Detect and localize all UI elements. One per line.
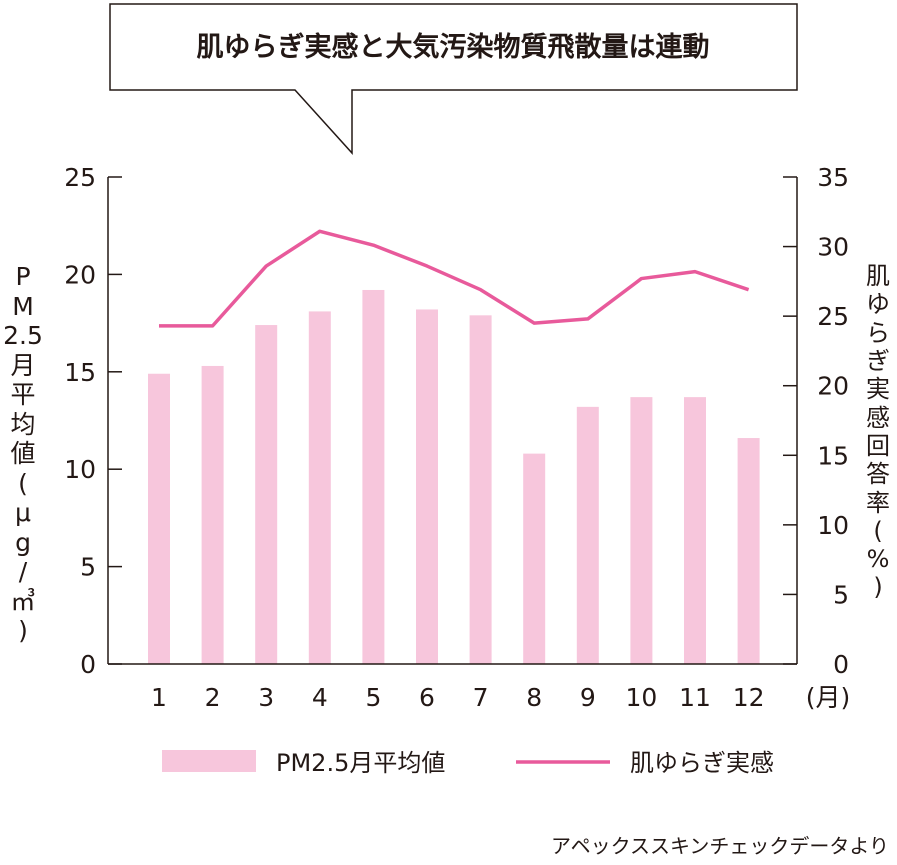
- bar-3: [255, 325, 278, 664]
- axis-label-char: ㎥: [10, 586, 36, 616]
- x-tick-label: 3: [258, 683, 274, 712]
- x-tick-label: 4: [312, 683, 328, 712]
- line-path: [159, 229, 750, 328]
- axis-label-char: M: [12, 291, 34, 321]
- axis-label-char: %: [866, 545, 890, 574]
- left-tick-label: 5: [80, 553, 96, 582]
- axis-label-char: 率: [866, 488, 890, 517]
- axis-label-char: 平: [10, 380, 36, 409]
- axis-label-char: 2.5: [3, 321, 43, 350]
- x-tick-label: 11: [679, 683, 711, 712]
- legend-bar-swatch: [162, 750, 256, 772]
- axis-label-char: 肌: [866, 262, 890, 290]
- bar-series: [148, 289, 760, 664]
- x-tick-label: 5: [365, 683, 381, 712]
- x-tick-label: 12: [733, 683, 765, 712]
- right-tick-label: 10: [817, 511, 849, 540]
- bar-12: [737, 438, 760, 664]
- axis-label-char: ): [873, 573, 883, 602]
- source-note: アペックススキンチェックデータより: [551, 834, 889, 858]
- right-tick-label: 15: [817, 441, 849, 470]
- axis-label-char: 月: [10, 350, 36, 380]
- x-tick-label: 2: [205, 683, 221, 712]
- x-tick-label: 9: [580, 683, 596, 712]
- legend-line-label: 肌ゆらぎ実感: [630, 749, 774, 777]
- right-tick-label: 35: [817, 163, 849, 192]
- line-series: [158, 229, 750, 328]
- x-tick-label: 1: [151, 683, 167, 712]
- axis-label-char: (: [18, 468, 28, 498]
- right-axis-label: 肌ゆらぎ実感回答率(%): [858, 262, 897, 602]
- bar-9: [576, 406, 599, 664]
- bar-5: [362, 289, 385, 664]
- axis-label-char: (: [873, 516, 883, 545]
- right-tick-label: 5: [833, 580, 849, 609]
- axis-label-char: 値: [10, 439, 36, 468]
- axis-label-char: 均: [10, 409, 36, 439]
- x-ticks: 1 2 3 4 5 6 7 8 9 10 11 12: [151, 683, 764, 712]
- axis-label-char: 答: [866, 460, 890, 489]
- x-unit-label: (月): [806, 683, 851, 712]
- x-tick-label: 7: [473, 683, 489, 712]
- bar-11: [684, 397, 706, 664]
- title-bubble: [109, 3, 798, 155]
- bar-10: [630, 397, 653, 664]
- axis-label-char: ぎ: [866, 346, 890, 375]
- axis-label-char: 回: [866, 431, 890, 460]
- axis-label-char: g: [15, 527, 31, 557]
- x-tick-label: 6: [419, 683, 435, 712]
- axis-label-char: 感: [866, 403, 890, 432]
- left-ticks: 0 5 10 15 20 25: [64, 163, 122, 679]
- axis-label-char: μ: [15, 498, 31, 527]
- right-tick-label: 20: [817, 372, 849, 401]
- x-tick-label: 10: [625, 683, 657, 712]
- right-tick-label: 30: [817, 233, 849, 262]
- axis-label-char: P: [15, 262, 31, 291]
- x-tick-label: 8: [526, 683, 542, 712]
- axis-label-char: ら: [866, 318, 890, 347]
- bar-4: [308, 311, 331, 664]
- axis-label-char: ): [18, 616, 28, 645]
- left-tick-label: 10: [64, 455, 96, 484]
- bar-2: [201, 365, 224, 664]
- bar-6: [416, 309, 438, 664]
- left-tick-label: 25: [64, 163, 96, 192]
- right-ticks: 0 5 10 15 20 25 30 35: [783, 163, 849, 679]
- axis-label-char: ゆ: [866, 290, 890, 319]
- right-tick-label: 25: [817, 302, 849, 331]
- legend-bar-label: PM2.5月平均値: [276, 749, 445, 777]
- right-tick-label: 0: [833, 650, 849, 679]
- axis-label-char: /: [18, 557, 28, 586]
- left-tick-label: 0: [80, 650, 96, 679]
- chart-title: 肌ゆらぎ実感と大気汚染物質飛散量は連動: [197, 31, 710, 63]
- bar-1: [148, 373, 170, 664]
- left-tick-label: 20: [64, 260, 96, 289]
- axis-label-char: 実: [866, 375, 890, 404]
- left-axis-label: P M 2.5 月平均値(μ g / ㎥): [3, 262, 43, 646]
- left-tick-label: 15: [64, 358, 96, 387]
- bar-8: [523, 453, 546, 664]
- bar-7: [469, 315, 492, 664]
